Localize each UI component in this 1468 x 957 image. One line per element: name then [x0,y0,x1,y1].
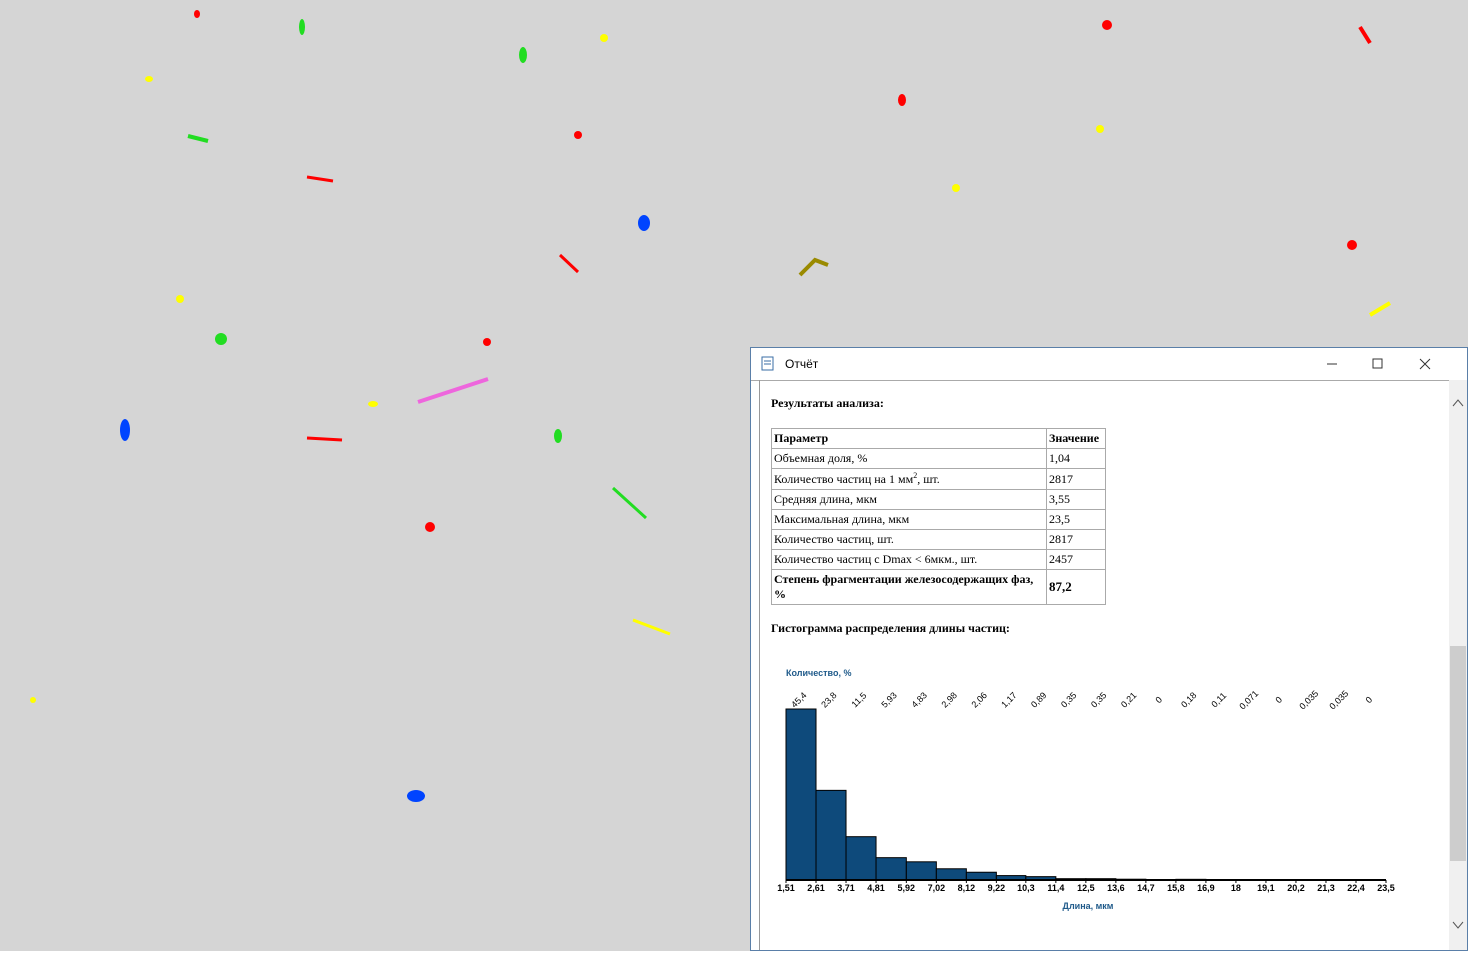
x-tick-label: 2,61 [807,883,825,893]
particle [425,522,435,532]
value-label: 0 [1274,695,1285,706]
x-axis-label: Длина, мкм [1063,901,1114,911]
value-label: 0,18 [1179,690,1198,709]
window-icon [751,354,785,374]
x-tick-label: 21,3 [1317,883,1335,893]
particle [898,94,906,106]
particle [952,184,960,192]
value-label: 4,83 [909,690,928,709]
x-tick-label: 5,92 [898,883,916,893]
x-tick-label: 23,5 [1377,883,1395,893]
value-label: 5,93 [879,690,898,709]
particle [215,333,227,345]
bar [936,869,966,880]
bar [846,837,876,880]
particle [407,790,425,802]
x-tick-label: 15,8 [1167,883,1185,893]
particle [483,338,491,346]
bar [876,858,906,880]
x-tick-label: 9,22 [988,883,1006,893]
x-tick-label: 12,5 [1077,883,1095,893]
value-label: 2,06 [970,690,989,709]
x-tick-label: 8,12 [958,883,976,893]
scroll-thumb[interactable] [1450,646,1466,861]
bar [786,709,816,880]
value-label: 0 [1364,695,1375,706]
particle [194,10,200,18]
window-title: Отчёт [785,357,818,371]
particle [638,215,650,231]
x-tick-label: 13,6 [1107,883,1125,893]
particle [145,76,153,82]
x-tick-label: 19,1 [1257,883,1275,893]
x-tick-label: 3,71 [837,883,855,893]
value-label: 1,17 [999,690,1018,709]
x-tick-label: 14,7 [1137,883,1155,893]
scroll-down[interactable] [1453,922,1463,928]
particle [176,295,184,303]
particle [299,19,305,35]
y-axis-label: Количество, % [786,668,851,678]
value-label: 0,11 [1209,690,1228,709]
particle [30,697,36,703]
value-label: 11,5 [849,690,868,709]
particle [307,438,342,440]
particle [519,47,527,63]
value-label: 0,89 [1029,690,1048,709]
x-tick-label: 22,4 [1347,883,1365,893]
value-label: 0 [1153,695,1164,706]
x-tick-label: 10,3 [1017,883,1035,893]
particle [1096,125,1104,133]
scroll-up[interactable] [1453,400,1463,406]
bar [966,872,996,880]
x-tick-label: 11,4 [1047,883,1064,893]
x-tick-label: 1,51 [777,883,795,893]
value-label: 0,071 [1237,688,1260,711]
particle [574,131,582,139]
particle [1102,20,1112,30]
maximize[interactable] [1373,359,1382,368]
title-bar: Отчёт [751,348,1467,381]
value-label: 0,21 [1119,690,1138,709]
value-label: 2,98 [939,690,958,709]
close[interactable] [1420,359,1430,369]
window-controls[interactable] [1327,354,1467,374]
x-tick-label: 16,9 [1197,883,1215,893]
scrollbar[interactable] [1449,380,1467,950]
x-tick-label: 4,81 [867,883,885,893]
x-tick-label: 20,2 [1287,883,1305,893]
particle [368,401,378,407]
x-tick-label: 18 [1231,883,1241,893]
particle [120,419,130,441]
bar [816,790,846,880]
bar [906,862,936,880]
value-label: 0,035 [1327,688,1350,711]
value-label: 23,8 [819,690,838,709]
scrollbar-parts [1449,380,1467,952]
value-label: 0,035 [1297,688,1320,711]
value-label: 0,35 [1059,690,1078,709]
value-label: 0,35 [1089,690,1108,709]
value-label: 45,4 [789,690,808,709]
x-tick-label: 7,02 [928,883,946,893]
particle [1347,240,1357,250]
particle [600,34,608,42]
particle [554,429,562,443]
histogram: Количество, % Длина, мкм 45,4 23,8 11,5 5,93 4… [760,380,1450,952]
